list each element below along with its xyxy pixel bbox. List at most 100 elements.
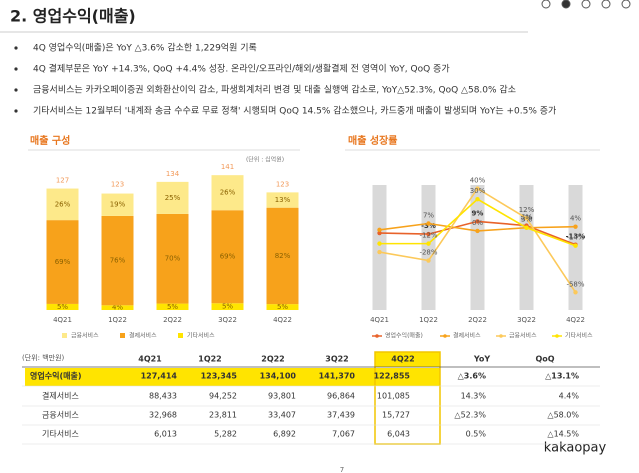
- value-label: 7%: [423, 212, 434, 220]
- table-cell: 4.4%: [559, 392, 580, 401]
- table-unit: (단위: 백만원): [22, 353, 65, 362]
- series-point: [475, 228, 480, 234]
- value-label: 12%: [519, 206, 535, 214]
- table-cell: 37,439: [327, 411, 355, 420]
- row-label: 결제서비스: [42, 391, 79, 401]
- value-label: -28%: [419, 249, 437, 257]
- table-cell: △13.1%: [545, 372, 579, 381]
- segment-label: 26%: [220, 189, 236, 197]
- highlight-header: [375, 352, 440, 367]
- table-cell: 141,370: [319, 372, 356, 381]
- table-cell: 94,252: [209, 392, 237, 401]
- table-cell: 33,407: [268, 411, 296, 420]
- series-point: [426, 221, 431, 226]
- section-title: 매출 구성: [30, 134, 70, 147]
- table-cell: △3.6%: [458, 372, 486, 381]
- legend-marker: [375, 334, 379, 338]
- bar-segment: [101, 215, 134, 306]
- segment-label: 19%: [110, 201, 126, 209]
- series-point: [475, 186, 480, 191]
- legend-label: 영업수익(매출): [385, 332, 423, 340]
- legend-label: 금융서비스: [509, 332, 537, 340]
- legend-marker: [443, 334, 447, 338]
- table-header: 1Q22: [198, 355, 222, 364]
- segment-label: 70%: [165, 255, 181, 263]
- background-column: [421, 185, 436, 310]
- section-title: 매출 성장률: [348, 134, 397, 147]
- table-cell: 6,892: [273, 430, 296, 439]
- bar-segment: [101, 305, 134, 310]
- legend-marker: [555, 334, 559, 338]
- bar-segment: [46, 303, 79, 310]
- legend-swatch: [62, 333, 67, 338]
- segment-label: 5%: [222, 303, 233, 311]
- pager-dot[interactable]: [621, 0, 631, 9]
- bar-segment: [156, 303, 189, 310]
- legend-label: 결제서비스: [453, 332, 481, 340]
- x-tick-label: 4Q22: [566, 316, 585, 324]
- legend-label: 기타서비스: [187, 332, 215, 340]
- bar-segment: [46, 220, 79, 304]
- bar-segment: [211, 210, 244, 304]
- segment-label: 82%: [275, 252, 291, 260]
- bullet-text: 기타서비스는 12월부터 '내계좌 송금 수수료 무료 정책' 시행되며 QoQ…: [33, 105, 556, 117]
- total-label: 123: [111, 180, 124, 188]
- table-cell: △52.3%: [454, 411, 486, 420]
- series-point: [426, 241, 431, 246]
- total-label: 127: [56, 177, 69, 185]
- series-point: [573, 224, 578, 229]
- pager-dot[interactable]: [541, 0, 551, 9]
- table-cell: 96,864: [327, 392, 355, 401]
- series-point: [573, 243, 578, 248]
- table-cell: 88,433: [149, 392, 177, 401]
- unit-note: (단위 : 십억원): [246, 156, 284, 164]
- legend-label: 결제서비스: [129, 332, 157, 340]
- table-cell: 14.3%: [461, 392, 487, 401]
- legend-marker: [499, 334, 503, 338]
- table-cell: 134,100: [260, 372, 297, 381]
- value-label: 0%: [472, 219, 483, 227]
- x-tick-label: 3Q22: [218, 316, 237, 324]
- table-cell: 101,085: [377, 392, 410, 401]
- background-column: [372, 185, 387, 310]
- table-cell: △58.0%: [547, 411, 579, 420]
- value-label: -12%: [419, 232, 437, 240]
- value-label: -3%: [421, 222, 436, 230]
- pager-dot[interactable]: [581, 0, 591, 9]
- segment-label: 69%: [220, 253, 236, 261]
- table-cell: 0.5%: [466, 430, 487, 439]
- pager: [541, 0, 631, 9]
- pager-dot[interactable]: [561, 0, 571, 9]
- table-header: YoY: [473, 355, 491, 364]
- series-point: [524, 225, 529, 230]
- bullet-dot: [14, 46, 18, 50]
- table-cell: 122,855: [374, 372, 411, 381]
- table-cell: 6,043: [387, 430, 410, 439]
- segment-label: 26%: [55, 200, 71, 208]
- series-point: [475, 219, 480, 224]
- segment-label: 5%: [277, 303, 288, 311]
- slide-title: 2. 영업수익(매출): [10, 7, 136, 26]
- total-label: 134: [166, 170, 180, 178]
- table-cell: 5,282: [214, 430, 237, 439]
- value-label: 40%: [470, 177, 486, 185]
- total-label: 123: [276, 180, 289, 188]
- page-number: 7: [340, 466, 344, 473]
- bar-segment: [46, 188, 79, 221]
- series-point: [524, 216, 529, 221]
- legend-swatch: [178, 333, 183, 338]
- row-label: 영업수익(매출): [30, 371, 81, 381]
- x-tick-label: 4Q21: [370, 316, 389, 324]
- bar-segment: [101, 193, 134, 216]
- series-point: [377, 227, 382, 233]
- series-point: [377, 249, 382, 255]
- table-header: 4Q22: [391, 355, 415, 364]
- series-point: [377, 230, 382, 236]
- row-label: 기타서비스: [42, 430, 79, 439]
- table-cell: △14.5%: [547, 430, 579, 439]
- bar-segment: [211, 175, 244, 211]
- pager-dot[interactable]: [601, 0, 611, 9]
- value-label: -14%: [566, 234, 584, 242]
- table-cell: 23,811: [209, 411, 237, 420]
